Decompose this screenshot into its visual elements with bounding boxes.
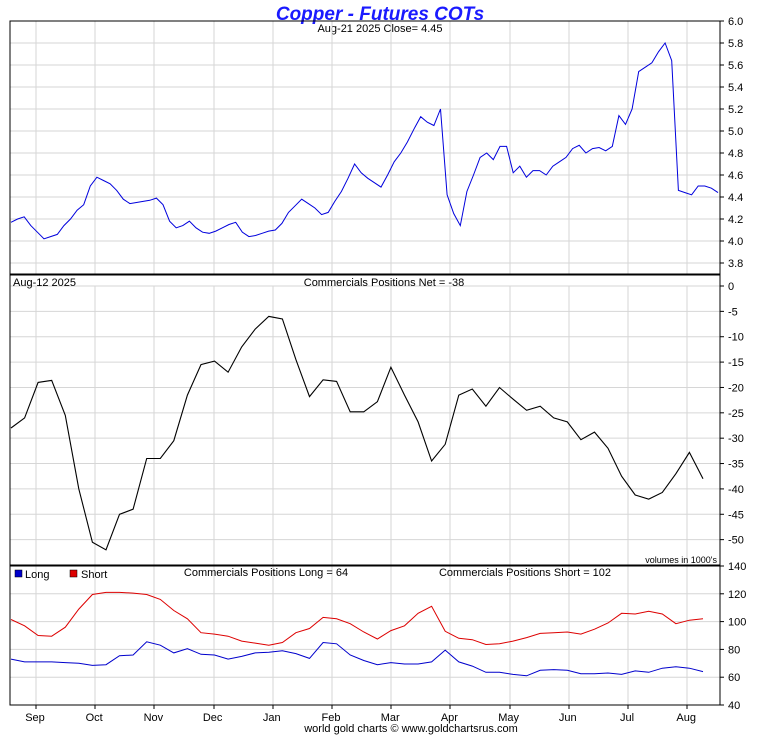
positions-y-tick-label: 80 bbox=[728, 644, 740, 656]
x-tick-label: Mar bbox=[381, 712, 400, 724]
x-tick-label: May bbox=[498, 712, 519, 724]
net-y-tick-label: -25 bbox=[728, 408, 744, 420]
short-series-line bbox=[10, 591, 704, 646]
x-tick-label: Feb bbox=[322, 712, 341, 724]
net-y-tick-label: -10 bbox=[728, 332, 744, 344]
price-y-tick-label: 4.2 bbox=[728, 214, 743, 226]
positions-axis-ticks: 40 60 80 100 120 140 bbox=[720, 561, 746, 712]
x-tick-label: Jul bbox=[620, 712, 634, 724]
net-series-line bbox=[10, 315, 704, 551]
price-y-tick-label: 4.8 bbox=[728, 148, 743, 160]
net-y-tick-label: 0 bbox=[728, 281, 734, 293]
price-y-tick-label: 5.4 bbox=[728, 82, 743, 94]
price-y-tick-label: 6.0 bbox=[728, 16, 743, 28]
positions-gridlines bbox=[10, 565, 720, 706]
positions-y-tick-label: 100 bbox=[728, 617, 746, 629]
x-tick-label: Aug bbox=[676, 712, 696, 724]
price-y-tick-label: 4.0 bbox=[728, 236, 743, 248]
net-y-tick-label: -45 bbox=[728, 509, 744, 521]
volume-units-note: volumes in 1000's bbox=[645, 555, 717, 565]
price-y-tick-label: 3.8 bbox=[728, 258, 743, 270]
x-tick-label: Sep bbox=[25, 712, 45, 724]
net-y-tick-label: -5 bbox=[728, 306, 738, 318]
x-tick-label: Dec bbox=[203, 712, 223, 724]
price-gridlines bbox=[10, 20, 720, 274]
x-tick-label: Nov bbox=[144, 712, 164, 724]
month-axis-ticks: Sep Oct Nov Dec Jan Feb Mar Apr May Jun Jul Aug bbox=[25, 705, 696, 724]
long-series-line bbox=[10, 641, 704, 677]
legend-short-label: Short bbox=[81, 569, 107, 581]
net-y-tick-label: -35 bbox=[728, 459, 744, 471]
net-position-label: Commercials Positions Net = -38 bbox=[304, 277, 464, 289]
legend-short-swatch bbox=[69, 569, 78, 578]
net-y-tick-label: -40 bbox=[728, 484, 744, 496]
price-close-label: Aug-21 2025 Close= 4.45 bbox=[317, 23, 442, 35]
net-y-tick-label: -50 bbox=[728, 535, 744, 547]
net-y-tick-label: -30 bbox=[728, 433, 744, 445]
chart-title: Copper - Futures COTs bbox=[276, 4, 484, 25]
chart-credit: world gold charts © www.goldchartsrus.co… bbox=[303, 723, 518, 735]
net-y-tick-label: -20 bbox=[728, 382, 744, 394]
long-position-label: Commercials Positions Long = 64 bbox=[184, 567, 348, 579]
net-gridlines bbox=[10, 285, 720, 565]
short-position-label: Commercials Positions Short = 102 bbox=[439, 567, 611, 579]
positions-panel-frame bbox=[9, 565, 721, 706]
price-axis-ticks: 3.8 4.0 4.2 4.4 4.6 4.8 5.0 5.2 5.4 5.6 5.8 6.0 bbox=[720, 16, 743, 270]
positions-y-tick-label: 140 bbox=[728, 561, 746, 573]
positions-y-tick-label: 40 bbox=[728, 700, 740, 712]
legend-long-label: Long bbox=[25, 569, 49, 581]
positions-y-tick-label: 60 bbox=[728, 672, 740, 684]
price-y-tick-label: 4.6 bbox=[728, 170, 743, 182]
price-series-line bbox=[10, 41, 719, 240]
x-tick-label: Jan bbox=[263, 712, 281, 724]
net-date-label: Aug-12 2025 bbox=[13, 277, 76, 289]
price-y-tick-label: 5.8 bbox=[728, 38, 743, 50]
price-y-tick-label: 5.2 bbox=[728, 104, 743, 116]
positions-y-tick-label: 120 bbox=[728, 589, 746, 601]
net-axis-ticks: 0 -5 -10 -15 -20 -25 -30 -35 -40 -45 -50 bbox=[720, 281, 744, 547]
net-y-tick-label: -15 bbox=[728, 357, 744, 369]
price-panel-frame bbox=[9, 20, 721, 275]
net-panel-frame bbox=[9, 274, 721, 566]
x-tick-label: Jun bbox=[559, 712, 577, 724]
price-y-tick-label: 4.4 bbox=[728, 192, 743, 204]
price-y-tick-label: 5.6 bbox=[728, 60, 743, 72]
x-tick-label: Apr bbox=[441, 712, 458, 724]
legend-long-swatch bbox=[14, 569, 23, 578]
price-y-tick-label: 5.0 bbox=[728, 126, 743, 138]
x-tick-label: Oct bbox=[86, 712, 103, 724]
